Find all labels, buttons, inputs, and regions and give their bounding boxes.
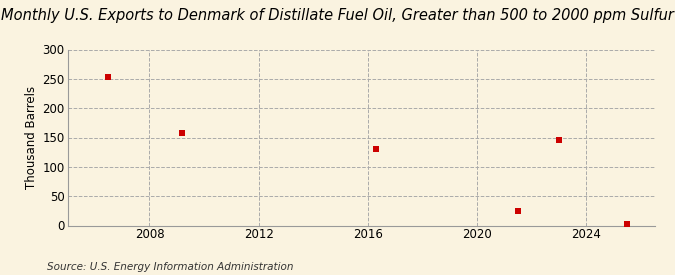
Point [371,147,381,152]
Text: Source: U.S. Energy Information Administration: Source: U.S. Energy Information Administ… [47,262,294,272]
Point [554,138,564,143]
Point [622,222,633,226]
Point [103,75,114,79]
Text: Monthly U.S. Exports to Denmark of Distillate Fuel Oil, Greater than 500 to 2000: Monthly U.S. Exports to Denmark of Disti… [1,8,674,23]
Y-axis label: Thousand Barrels: Thousand Barrels [25,86,38,189]
Point [513,209,524,213]
Point [177,131,188,135]
